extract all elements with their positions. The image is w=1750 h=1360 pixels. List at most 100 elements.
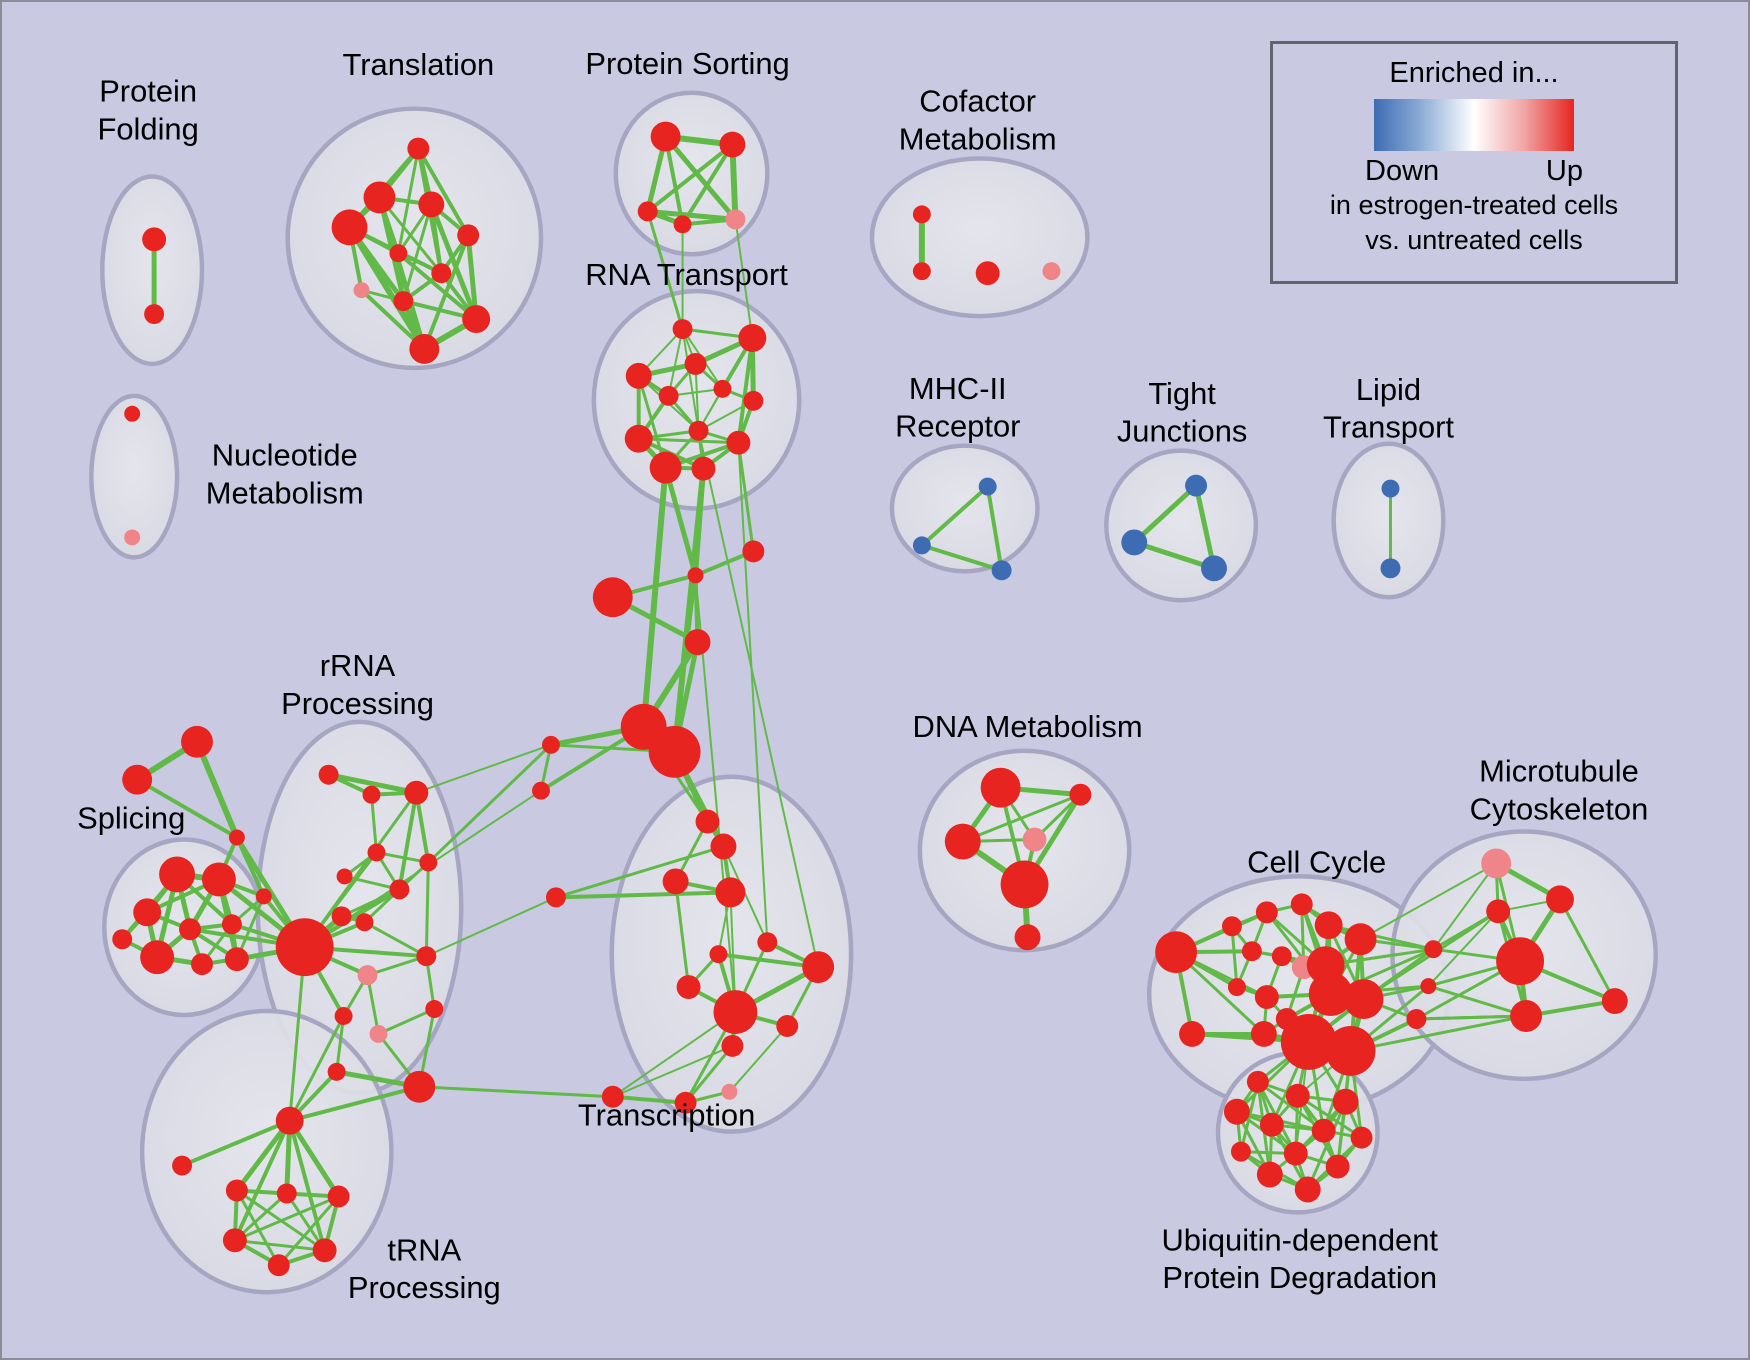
gene-set-node-cc [1155,931,1198,974]
edge-rr [363,920,428,958]
gene-set-node-cc [1179,1020,1206,1047]
edge-tr [346,224,428,352]
gene-set-node-tx [674,1091,697,1114]
gene-set-node-sp [133,898,162,927]
gene-set-node-dm [1000,860,1049,909]
edge-inter [734,218,754,340]
gene-set-node-tn [267,1254,290,1277]
gene-set-node-ub [1246,1070,1269,1093]
edge-tn [235,1188,281,1267]
gene-set-node-rr [404,780,429,805]
gene-set-node-mt [1486,899,1511,924]
gene-set-node-rr [275,918,334,977]
gene-set-node-tr [331,209,368,246]
gene-set-node-tr [389,244,408,263]
gene-set-node-cc [1280,1014,1337,1070]
gene-set-node-tx [695,809,720,834]
edge-rr [326,772,419,796]
edge-rnt [694,362,700,432]
cluster-label-dm: DNA Metabolism [913,709,1143,744]
gene-set-node-tr [407,137,430,160]
gene-set-node-mt [1510,1000,1543,1032]
gene-set-node-pf [144,304,165,325]
gene-set-node-sp [181,725,213,758]
edge-tn [233,1238,327,1252]
gene-set-node-cc [1250,1020,1277,1047]
edge-tx [610,1094,688,1105]
cluster-label-sp: Splicing [77,801,185,836]
gene-set-node-tx [709,945,728,964]
edge-tn [287,1118,342,1199]
gene-set-node-tx [757,932,778,953]
cluster-label-rr: rRNA Processing [281,648,434,721]
gene-set-node-connector [592,577,633,618]
cluster-label-ps: Protein Sorting [585,46,789,81]
gene-set-node-ub [1311,1118,1336,1143]
edge-tx [611,1011,737,1098]
cluster-label-tn: tRNA Processing [348,1232,501,1305]
gene-set-node-tj [1201,555,1227,582]
edge-tn [232,1118,292,1243]
edge-rnt [697,399,755,432]
edge-tx [684,1044,734,1105]
edge-tr [401,202,433,303]
legend-caption-line2: vs. untreated cells [1365,225,1583,255]
gene-set-node-sp [179,918,201,941]
edge-mt [1426,984,1528,1018]
edge-ps [645,208,738,222]
gene-set-node-cc [1325,1025,1376,1076]
edge-ps [680,142,735,227]
gene-set-node-rnt [658,385,679,406]
gene-set-node-cf [1042,262,1061,281]
edge-inter [288,1014,346,1123]
edge-inter [736,441,755,553]
legend-up-label: Up [1545,155,1583,187]
edge-cc [1230,924,1239,989]
gene-set-node-sp [140,940,175,975]
edge-inter [737,441,769,944]
edge-inter [426,743,553,864]
cluster-ellipse-tj [1104,448,1259,603]
gene-set-node-cc [1314,911,1343,940]
gene-set-node-connector [687,567,704,584]
gene-set-node-rr [327,1062,346,1081]
gene-set-node-tn [276,1183,297,1204]
edge-tr [465,232,479,322]
gene-set-node-sp [159,856,196,893]
gene-set-node-tn [222,1228,247,1253]
edge-rr [424,860,430,958]
cluster-label-pf: Protein Folding [97,74,198,147]
gene-set-node-cc [1290,893,1313,916]
edge-tn [277,1194,341,1267]
gene-set-node-tr [393,291,414,312]
edge-inter [646,209,685,331]
cluster-label-mt: Microtubule Cytoskeleton [1470,754,1649,827]
gene-set-node-tx [715,877,746,908]
cluster-label-ub: Ubiquitin-dependent Protein Degradation [1161,1222,1438,1295]
gene-set-node-ps [637,201,658,222]
gene-set-node-rnt [625,362,652,389]
gene-set-node-tx [710,833,737,860]
gene-set-node-sp [255,888,272,905]
edge-mt [1427,910,1500,988]
gene-set-node-rr [355,913,374,932]
gene-set-node-nm [124,529,141,546]
cluster-label-tr: Translation [343,47,495,82]
edge-mt [1558,897,1617,1003]
edge-tn [234,1118,293,1193]
cluster-ellipse-ps [613,90,770,257]
gene-set-node-mhc [991,560,1012,581]
gene-set-node-tx [676,975,701,1000]
edge-mhc [919,543,1004,573]
gene-set-node-tn [225,1179,248,1202]
edge-inter [417,1085,615,1099]
gene-set-node-tx [776,1015,799,1037]
edge-tn [233,1194,341,1242]
gene-set-node-tj [1121,529,1148,556]
gene-set-node-rr [403,1070,436,1103]
edge-rr [369,793,378,854]
edge-ub [1306,1100,1348,1191]
gene-set-node-tx [713,990,758,1034]
edge-inter [1327,923,1435,951]
gene-set-node-rr [362,785,381,804]
